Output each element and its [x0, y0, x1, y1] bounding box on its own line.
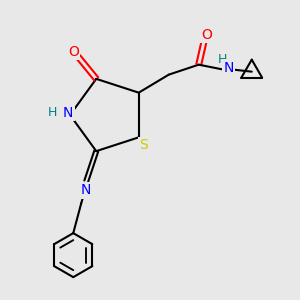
Text: N: N — [81, 183, 92, 197]
Text: N: N — [224, 61, 234, 75]
Text: H: H — [218, 53, 227, 66]
Text: N: N — [63, 106, 73, 120]
Text: O: O — [201, 28, 212, 42]
Text: H: H — [48, 106, 57, 119]
Text: S: S — [140, 138, 148, 152]
Text: O: O — [68, 45, 79, 59]
